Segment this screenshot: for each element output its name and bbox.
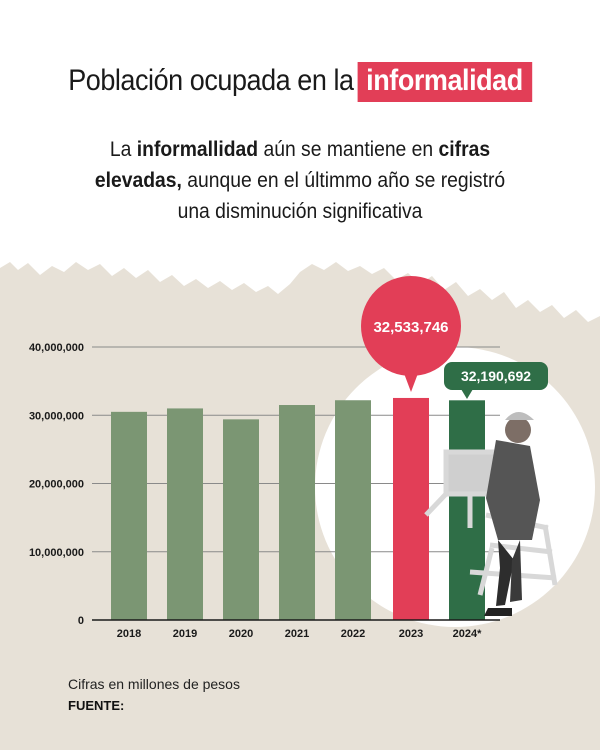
title-highlight: informalidad bbox=[357, 62, 532, 102]
page-title: Población ocupada en la informalidad bbox=[30, 62, 570, 102]
x-tick-label: 2024* bbox=[453, 628, 482, 640]
callouts: 32,533,746 32,190,692 bbox=[361, 276, 548, 399]
x-tick-label: 2020 bbox=[229, 628, 253, 640]
bar-2018 bbox=[111, 411, 147, 620]
bars bbox=[111, 397, 485, 620]
bar-2022 bbox=[335, 400, 371, 620]
x-tick-label: 2019 bbox=[173, 628, 197, 640]
worker-illustration bbox=[424, 412, 558, 616]
x-axis: 2018 2019 2020 2021 2022 2023 2024* bbox=[92, 619, 500, 640]
y-tick-label: 30,000,000 bbox=[29, 410, 84, 422]
callout-2023-label: 32,533,746 bbox=[373, 319, 448, 336]
callout-2024-box bbox=[444, 362, 548, 390]
page-subtitle: La informallidad aún se mantiene en cifr… bbox=[94, 138, 506, 223]
callout-2024-pointer bbox=[461, 389, 473, 399]
x-tick-label: 2021 bbox=[285, 628, 309, 640]
bar-2020 bbox=[223, 419, 259, 620]
callout-2023-pointer bbox=[402, 368, 420, 392]
callout-2024-label: 32,190,692 bbox=[461, 368, 531, 384]
bar-2019 bbox=[167, 408, 203, 620]
callout-2023-bubble bbox=[361, 276, 461, 376]
bar-2023 bbox=[393, 397, 429, 620]
bar-2021 bbox=[279, 405, 315, 620]
x-tick-label: 2018 bbox=[117, 628, 141, 640]
x-tick-label: 2023 bbox=[399, 628, 423, 640]
y-tick-label: 20,000,000 bbox=[29, 479, 84, 491]
x-tick-label: 2022 bbox=[341, 628, 365, 640]
source-label: FUENTE: bbox=[68, 698, 125, 713]
y-tick-label: 0 bbox=[78, 615, 84, 627]
y-tick-label: 10,000,000 bbox=[29, 547, 84, 559]
y-tick-label: 40,000,000 bbox=[29, 342, 84, 354]
grid-lines: 0 10,000,000 20,000,000 30,000,000 40,000,00… bbox=[29, 342, 500, 627]
footnote: Cifras en millones de pesos bbox=[68, 676, 240, 692]
bar-2024 bbox=[449, 400, 485, 620]
